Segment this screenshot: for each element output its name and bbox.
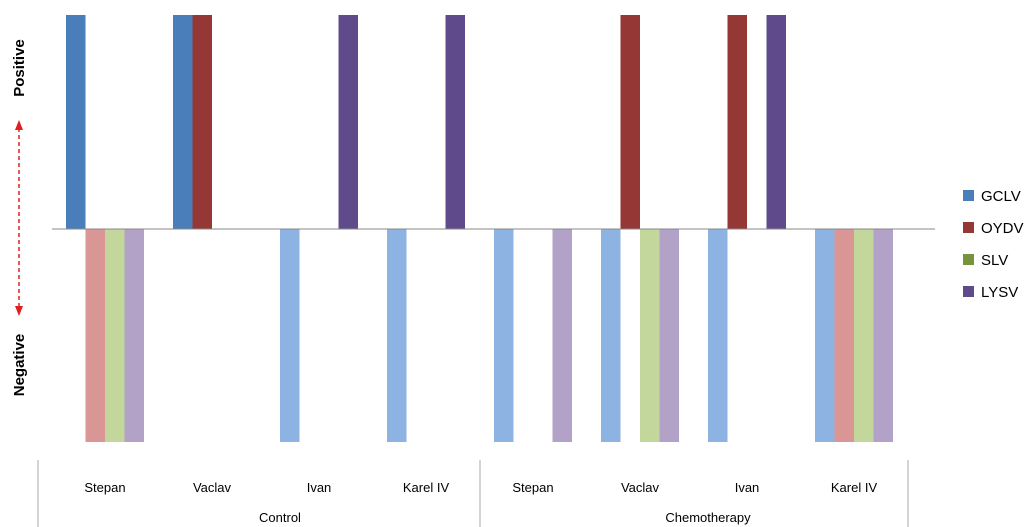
- bar-gclv-2: [280, 229, 300, 442]
- bar-oydv-5: [620, 15, 640, 229]
- bar-oydv-0: [85, 229, 105, 442]
- bar-slv-7: [854, 229, 874, 442]
- bar-lysv-2: [338, 15, 358, 229]
- bar-gclv-6: [708, 229, 728, 442]
- legend-swatch-slv: [963, 254, 974, 265]
- y-label-negative: Negative: [11, 334, 28, 397]
- bar-gclv-0: [66, 15, 86, 229]
- legend-label-oydv: OYDV: [981, 220, 1024, 237]
- bar-lysv-5: [659, 229, 679, 442]
- bar-oydv-7: [834, 229, 854, 442]
- bar-lysv-4: [552, 229, 572, 442]
- bar-gclv-1: [173, 15, 193, 229]
- y-axis-labels: Positive Negative: [11, 39, 28, 396]
- bar-lysv-3: [445, 15, 465, 229]
- bar-lysv-6: [766, 15, 786, 229]
- legend-swatch-gclv: [963, 190, 974, 201]
- legend-label-slv: SLV: [981, 252, 1008, 269]
- category-label: Karel IV: [831, 480, 878, 495]
- category-label: Vaclav: [621, 480, 660, 495]
- category-label: Karel IV: [403, 480, 450, 495]
- legend-swatch-lysv: [963, 286, 974, 297]
- bar-oydv-1: [192, 15, 212, 229]
- bar-lysv-0: [124, 229, 144, 442]
- legend: GCLV OYDV SLV LYSV: [963, 188, 1024, 301]
- bar-slv-5: [640, 229, 660, 442]
- bar-gclv-3: [387, 229, 407, 442]
- category-label: Stepan: [512, 480, 553, 495]
- category-label: Ivan: [735, 480, 760, 495]
- bars-layer: [66, 15, 893, 442]
- category-label: Vaclav: [193, 480, 232, 495]
- category-label: Ivan: [307, 480, 332, 495]
- bar-lysv-7: [873, 229, 893, 442]
- category-axis: Stepan Vaclav Ivan Karel IV Control Stepan Vac…: [37, 460, 909, 527]
- bar-gclv-7: [815, 229, 835, 442]
- y-label-positive: Positive: [11, 39, 28, 97]
- legend-swatch-oydv: [963, 222, 974, 233]
- double-arrow-icon: [15, 120, 23, 316]
- legend-label-lysv: LYSV: [981, 284, 1018, 301]
- category-label: Stepan: [84, 480, 125, 495]
- bar-slv-0: [105, 229, 125, 442]
- bar-gclv-5: [601, 229, 621, 442]
- group-label: Control: [259, 510, 301, 525]
- group-label: Chemotherapy: [665, 510, 751, 525]
- bar-gclv-4: [494, 229, 514, 442]
- bar-oydv-6: [727, 15, 747, 229]
- legend-label-gclv: GCLV: [981, 188, 1021, 205]
